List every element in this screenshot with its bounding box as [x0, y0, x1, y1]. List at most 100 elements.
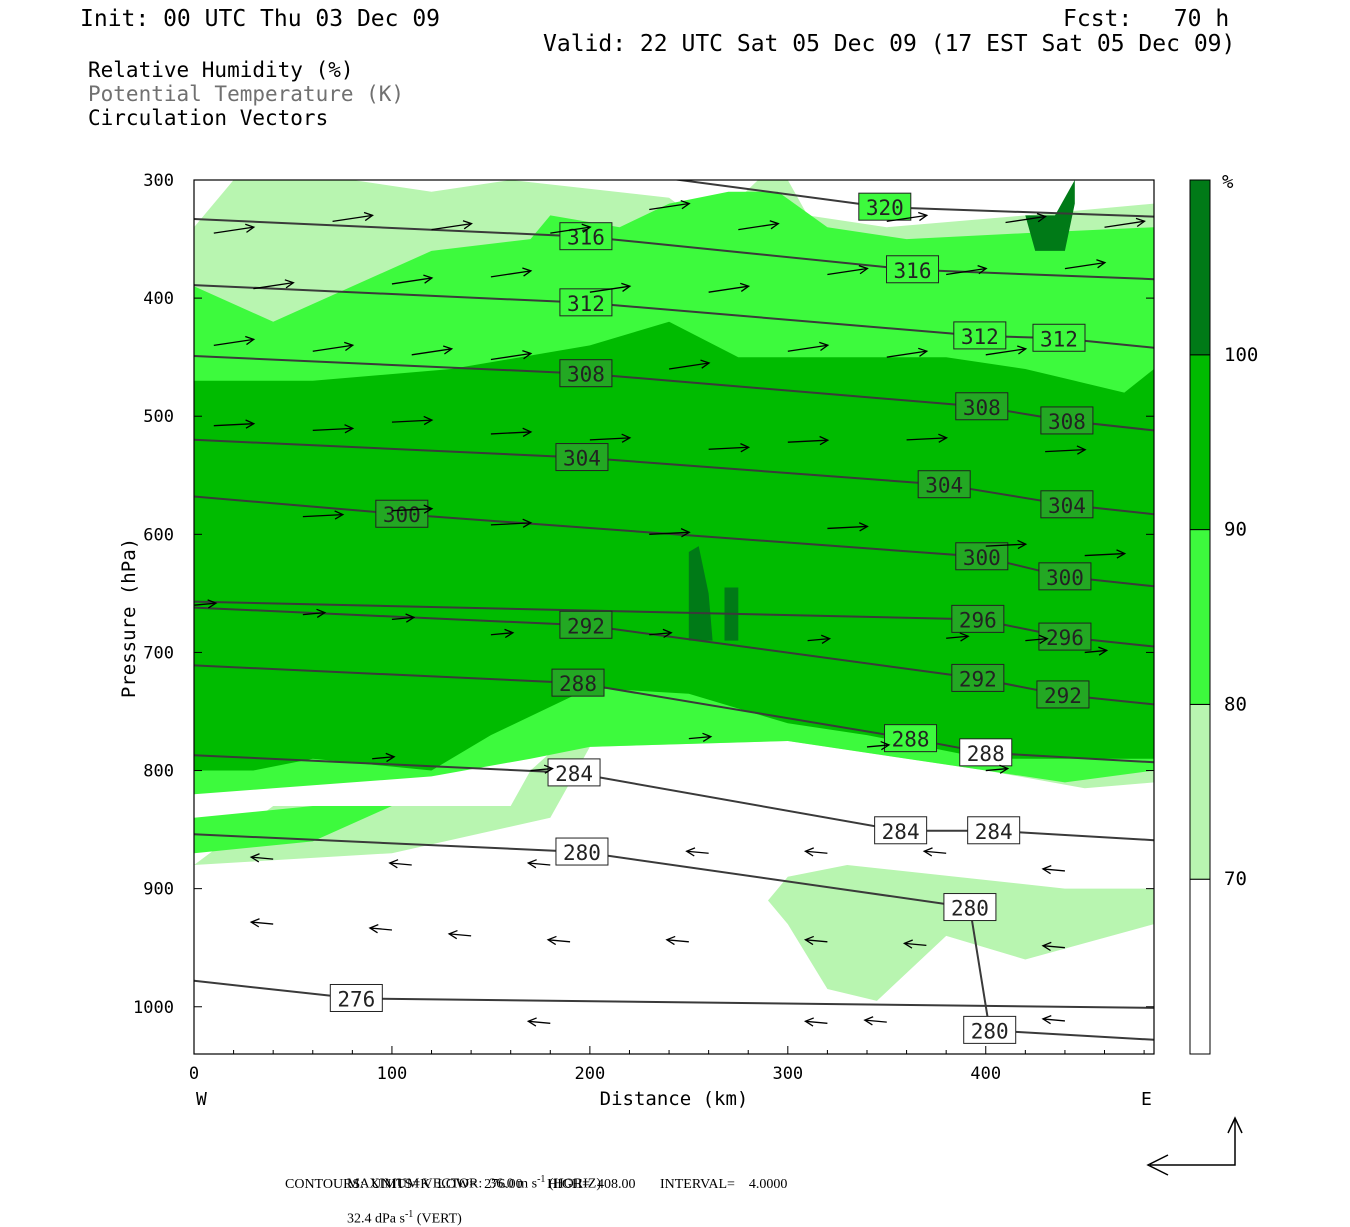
vector-head	[522, 267, 533, 277]
vector-shaft	[904, 942, 927, 946]
contour-label-box	[858, 192, 912, 221]
contour-label-box	[874, 816, 928, 845]
y-tick-label: 400	[143, 289, 174, 309]
contour-label-box	[888, 108, 940, 135]
vector-head	[685, 847, 696, 857]
contour-label: 320	[563, 156, 601, 180]
contour-label: 284	[882, 820, 920, 844]
contour-label: 284	[555, 762, 593, 786]
y-tick-label: 900	[143, 880, 174, 900]
vector-shaft	[372, 756, 395, 760]
vector-head	[880, 740, 891, 751]
contour-label: 292	[567, 614, 605, 638]
vector-head	[902, 939, 913, 949]
contour-label: 300	[963, 546, 1001, 570]
vector-shaft	[864, 1019, 887, 1023]
contour-label: 300	[1046, 566, 1084, 590]
contour-label-box	[555, 837, 609, 866]
vector-shaft	[312, 427, 353, 432]
vector-head	[363, 211, 374, 222]
vector-head	[918, 211, 929, 222]
contour-label-box	[953, 321, 1007, 350]
vector-head	[423, 415, 434, 426]
reference-vector-icon	[1146, 1116, 1243, 1176]
contour-label-box	[559, 359, 613, 388]
contour-label-box	[960, 126, 1012, 153]
vector-shaft	[391, 616, 414, 621]
vector-head	[803, 847, 814, 857]
field-relative-humidity: Relative Humidity (%)	[88, 58, 354, 82]
y-axis-label: Pressure (hPa)	[118, 538, 140, 698]
vector-shaft	[688, 736, 711, 740]
x-tick-label: 100	[377, 1064, 408, 1084]
vector-shaft	[1025, 637, 1048, 642]
field-potential-temperature: Potential Temperature (K)	[88, 82, 405, 106]
vector-head	[316, 608, 327, 618]
vector-head	[249, 853, 260, 863]
vector-shaft	[431, 222, 472, 231]
contour-label-box	[375, 499, 429, 528]
vector-shaft	[251, 921, 274, 925]
field-circulation-vectors: Circulation Vectors	[88, 106, 329, 130]
vector-head	[522, 427, 533, 437]
contour-label: 312	[567, 292, 605, 316]
vector-shaft	[827, 525, 868, 530]
vector-head	[863, 1016, 874, 1026]
vector-shaft	[411, 348, 452, 356]
vector-shaft	[1084, 649, 1107, 654]
vector-head	[1041, 864, 1052, 875]
vector-shaft	[1005, 215, 1046, 224]
contour-label: 300	[383, 503, 421, 527]
vector-shaft	[369, 927, 392, 931]
vector-shaft	[827, 267, 868, 276]
vector-shaft	[332, 214, 373, 222]
vector-shaft	[302, 513, 343, 518]
vector-shaft	[490, 522, 531, 526]
contour-label: 304	[563, 447, 601, 471]
colorbar-tick-label: 70	[1224, 868, 1247, 890]
contour-label-box	[551, 668, 605, 697]
vector-shaft	[589, 285, 630, 293]
theta-contour-324	[194, 104, 1154, 149]
contour-label: 296	[959, 608, 997, 632]
rh-region-70	[194, 345, 1154, 1001]
contour-label-box	[559, 610, 613, 639]
vector-head	[1076, 445, 1087, 455]
contour-label: 280	[563, 841, 601, 865]
plot-frame	[193, 179, 1155, 1055]
vector-shaft	[389, 862, 412, 866]
contour-label-box	[951, 663, 1005, 692]
x-axis-label: Distance (km)	[600, 1088, 749, 1110]
vector-shaft	[886, 214, 927, 222]
vector-head	[662, 628, 673, 639]
vector-shaft	[1045, 448, 1086, 453]
x-tick-label: 300	[772, 1064, 803, 1084]
vector-shaft	[251, 856, 274, 860]
vector-shaft	[708, 285, 749, 293]
theta-contour-316	[194, 218, 1154, 281]
vector-head	[1116, 549, 1127, 559]
footer-contours: CONTOURS: UNITS=K LOW= 276.00 HIGH= 408.…	[285, 1177, 788, 1192]
vector-shaft	[589, 437, 630, 441]
max-vector-vert-suffix: (VERT)	[413, 1211, 462, 1227]
vector-shaft	[985, 767, 1008, 772]
contour-label-box	[1036, 680, 1090, 709]
contour-label-box	[1040, 490, 1094, 519]
vector-shaft	[787, 344, 828, 352]
vector-shaft	[985, 543, 1026, 547]
contour-label-box	[555, 180, 609, 181]
vector-head	[447, 929, 458, 940]
vector-head	[334, 510, 345, 520]
contour-label-box	[555, 443, 609, 472]
vector-head	[249, 918, 260, 928]
vector-head	[1017, 345, 1028, 355]
colorbar: 70 80 90 100	[1189, 179, 1258, 1055]
contour-label: 288	[892, 728, 930, 752]
x-tick-label: 200	[575, 1064, 606, 1084]
vector-head	[858, 522, 869, 532]
contour-label: 316	[894, 259, 932, 283]
vector-head	[368, 924, 379, 934]
max-vector-text: MAXIMUM VECTOR: 36.0 m s	[347, 1176, 538, 1192]
vector-head	[543, 764, 554, 774]
contour-label: 280	[951, 897, 989, 921]
